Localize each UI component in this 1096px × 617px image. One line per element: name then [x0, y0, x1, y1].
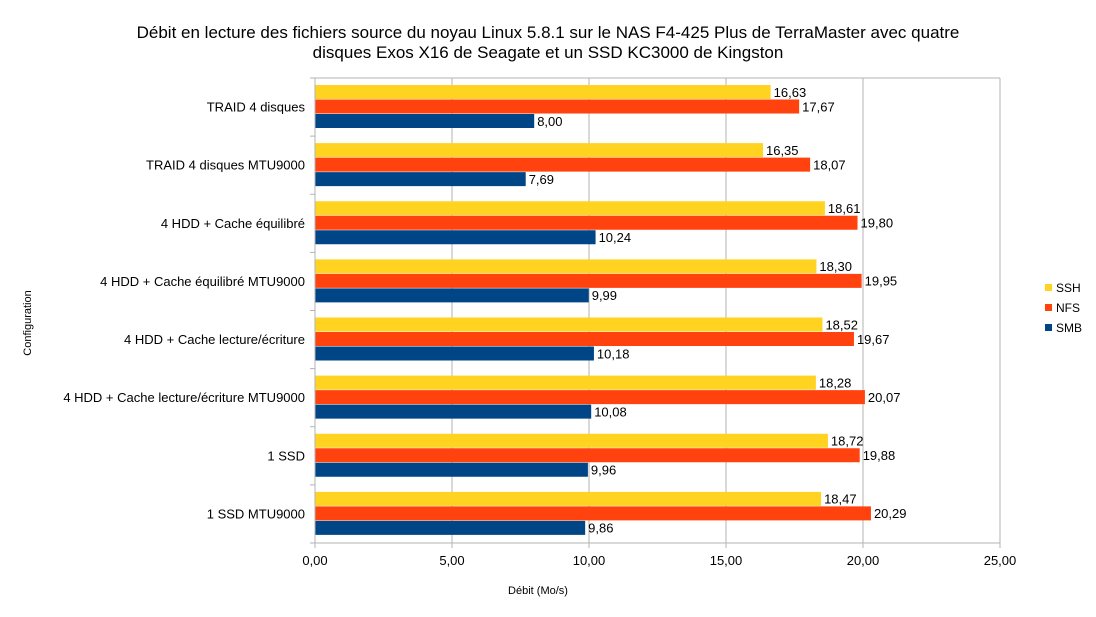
category-label: TRAID 4 disques MTU9000	[146, 158, 305, 173]
legend: SSH NFS SMB	[1045, 281, 1082, 335]
bar-nfs	[315, 390, 865, 405]
bar-nfs	[315, 448, 860, 463]
bar-nfs	[315, 99, 800, 114]
bar-nfs	[315, 273, 862, 288]
data-label-smb: 10,08	[594, 404, 627, 419]
x-tick-label: 5,00	[439, 553, 464, 568]
bar-ssh	[315, 491, 822, 506]
data-label-ssh: 18,61	[828, 201, 861, 216]
data-label-nfs: 17,67	[802, 99, 835, 114]
category-label: 1 SSD	[267, 448, 305, 463]
data-label-smb: 10,24	[599, 230, 632, 245]
data-label-smb: 9,96	[591, 463, 616, 478]
category-label: TRAID 4 disques	[207, 100, 306, 115]
category-label: 1 SSD MTU9000	[207, 506, 305, 521]
data-label-ssh: 18,30	[819, 259, 852, 274]
x-tick-label: 20,00	[847, 553, 880, 568]
bar-smb	[315, 404, 592, 419]
data-label-ssh: 16,63	[774, 85, 807, 100]
y-axis-title: Configuration	[22, 290, 34, 355]
category-label: 4 HDD + Cache équilibré	[161, 216, 305, 231]
data-label-ssh: 18,47	[824, 492, 857, 507]
bar-ssh	[315, 433, 828, 448]
chart-title-line-2: disques Exos X16 de Seagate et un SSD KC…	[313, 43, 784, 62]
bar-nfs	[315, 215, 858, 230]
x-axis-title: Débit (Mo/s)	[508, 585, 568, 597]
legend-swatch-smb	[1045, 324, 1052, 331]
axes	[310, 77, 1001, 548]
bar-smb	[315, 520, 586, 535]
data-label-ssh: 18,52	[825, 317, 858, 332]
bar-smb	[315, 346, 594, 361]
data-label-smb: 7,69	[529, 172, 554, 187]
legend-swatch-ssh	[1045, 284, 1052, 291]
data-label-nfs: 19,80	[861, 216, 894, 231]
bar-smb	[315, 230, 596, 245]
data-label-nfs: 19,88	[863, 448, 896, 463]
category-label: 4 HDD + Cache lecture/écriture MTU9000	[63, 390, 305, 405]
x-tick-labels: 0,00 5,00 10,00 15,00 20,00 25,00	[302, 553, 1016, 568]
bar-ssh	[315, 201, 825, 216]
chart-title-line-1: Débit en lecture des fichiers source du …	[137, 23, 960, 42]
bar-smb	[315, 462, 588, 477]
category-labels: TRAID 4 disques TRAID 4 disques MTU9000 4 …	[63, 100, 305, 522]
data-label-smb: 9,99	[592, 288, 617, 303]
data-label-smb: 9,86	[588, 521, 613, 536]
bar-smb	[315, 172, 526, 187]
x-tick-label: 0,00	[302, 553, 327, 568]
bar-smb	[315, 288, 589, 303]
legend-label-smb: SMB	[1056, 321, 1082, 335]
data-label-ssh: 18,72	[831, 434, 864, 449]
legend-label-nfs: NFS	[1056, 301, 1080, 315]
bar-nfs	[315, 506, 871, 521]
bar-ssh	[315, 375, 816, 390]
category-label: 4 HDD + Cache lecture/écriture	[124, 332, 305, 347]
bar-ssh	[315, 143, 763, 158]
bar-ssh	[315, 317, 823, 332]
data-label-nfs: 20,07	[868, 390, 901, 405]
bar-smb	[315, 114, 535, 128]
data-label-smb: 10,18	[597, 346, 630, 361]
data-label-nfs: 19,67	[857, 332, 890, 347]
bar-nfs	[315, 332, 854, 346]
x-tick-label: 15,00	[710, 553, 743, 568]
data-label-smb: 8,00	[537, 114, 562, 129]
bar-ssh	[315, 259, 817, 274]
x-tick-label: 10,00	[573, 553, 606, 568]
data-label-ssh: 18,28	[819, 375, 852, 390]
legend-label-ssh: SSH	[1056, 281, 1081, 295]
bar-ssh	[315, 85, 771, 99]
data-label-nfs: 19,95	[865, 274, 898, 289]
data-label-nfs: 18,07	[813, 157, 846, 172]
legend-swatch-nfs	[1045, 304, 1052, 311]
data-label-ssh: 16,35	[766, 143, 799, 158]
category-label: 4 HDD + Cache équilibré MTU9000	[100, 274, 305, 289]
x-tick-label: 25,00	[984, 553, 1017, 568]
bar-nfs	[315, 157, 811, 172]
bars-group	[315, 85, 871, 535]
data-label-nfs: 20,29	[874, 506, 907, 521]
